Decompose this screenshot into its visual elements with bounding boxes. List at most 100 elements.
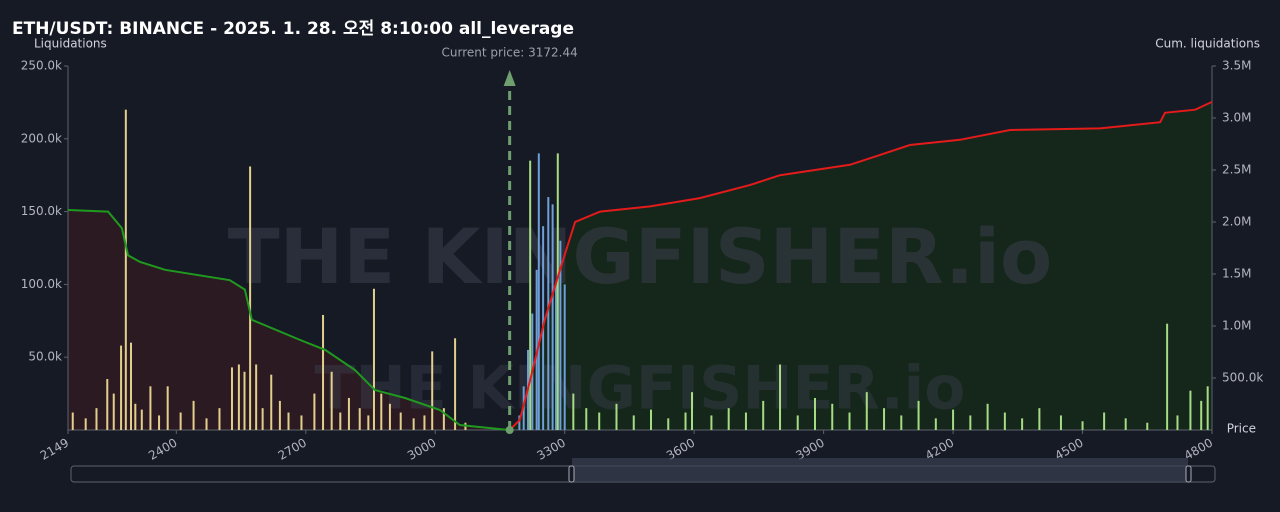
y2-axis-label: Cum. liquidations [1155, 37, 1260, 51]
y-tick-label: 150.0k [21, 204, 62, 218]
bar [388, 403, 391, 430]
bar [813, 397, 816, 430]
y2-tick-label: 500.0k [1222, 371, 1263, 385]
bar [95, 408, 98, 430]
current-price-dot [505, 426, 514, 434]
bar [192, 400, 195, 430]
bar [1103, 412, 1106, 430]
bar [1081, 421, 1084, 430]
bar [158, 415, 161, 430]
bar [667, 418, 670, 430]
cumulative-line [67, 209, 510, 431]
y2-tick-label: 3.5M [1222, 59, 1251, 73]
bar [300, 415, 303, 430]
bar [727, 408, 730, 430]
bar [399, 412, 402, 430]
bar [969, 415, 972, 430]
bar [650, 409, 653, 430]
bar [1200, 400, 1203, 430]
y2-tick-label: 1.5M [1222, 267, 1251, 281]
scrollbar-range[interactable] [572, 458, 1188, 482]
bar [442, 408, 445, 430]
current-price-arrow [503, 70, 516, 86]
bar [952, 409, 955, 430]
scrollbar-handle[interactable] [568, 465, 575, 483]
bar [230, 367, 233, 430]
bar [559, 240, 562, 430]
bar [322, 314, 325, 430]
watermark: THE KINGFISHER.io [228, 212, 1053, 301]
y2-tick-label: 3.0M [1222, 111, 1251, 125]
bar [551, 204, 554, 430]
bar [986, 403, 989, 430]
bar [205, 418, 208, 430]
bar [598, 412, 601, 430]
bar [120, 345, 123, 430]
bar [865, 392, 868, 430]
bar [412, 418, 415, 430]
bar [106, 379, 109, 430]
bar [84, 418, 87, 430]
bar [130, 342, 133, 430]
y2-tick-label: 1.0M [1222, 319, 1251, 333]
bar [358, 408, 361, 430]
bar [779, 364, 782, 430]
bar [261, 408, 264, 430]
bar [372, 288, 375, 430]
bar [380, 393, 383, 430]
y-axis-label: Liquidations [34, 37, 107, 51]
bar [134, 403, 137, 430]
bar [831, 403, 834, 430]
y2-tick-label: 2.5M [1222, 163, 1251, 177]
bar [917, 400, 920, 430]
scrollbar-handle[interactable] [1185, 465, 1192, 483]
bar [547, 197, 550, 430]
bar [1124, 418, 1127, 430]
bar [796, 415, 799, 430]
bar [615, 403, 618, 430]
bar [71, 412, 74, 430]
bar [1003, 412, 1006, 430]
bar [149, 386, 152, 430]
bar [140, 409, 143, 430]
bar [347, 397, 350, 430]
bar [848, 412, 851, 430]
bar [218, 408, 221, 430]
bar [1059, 415, 1062, 430]
bar [243, 371, 246, 430]
bar [762, 400, 765, 430]
bar [255, 364, 258, 430]
bar [1021, 418, 1024, 430]
bar [454, 338, 457, 430]
bar [563, 284, 566, 430]
bar [710, 415, 713, 430]
bar [249, 166, 252, 431]
y-tick-label: 100.0k [21, 277, 62, 291]
bar [124, 109, 127, 431]
areas [68, 101, 1212, 431]
annotation: Current price: 3172.44 [442, 46, 578, 60]
bar [883, 408, 886, 430]
bar [1206, 386, 1209, 430]
bar [270, 374, 273, 430]
bar [423, 415, 426, 430]
bar [684, 412, 687, 430]
bar [1189, 390, 1192, 430]
bar [585, 408, 588, 430]
bar [1166, 323, 1169, 430]
chart-title: ETH/USDT: BINANCE - 2025. 1. 28. 오전 8:10… [12, 19, 574, 39]
bar [556, 153, 559, 431]
bar [632, 415, 635, 430]
y-tick-label: 200.0k [21, 131, 62, 145]
bar [313, 393, 316, 430]
bar [537, 153, 540, 431]
bar [1146, 422, 1149, 430]
cumulative-line [508, 100, 1213, 431]
bar [237, 364, 240, 430]
bar [691, 392, 693, 430]
bar [179, 412, 182, 430]
y-tick-label: 50.0k [28, 350, 62, 364]
bar [572, 393, 575, 430]
bar [278, 400, 281, 430]
